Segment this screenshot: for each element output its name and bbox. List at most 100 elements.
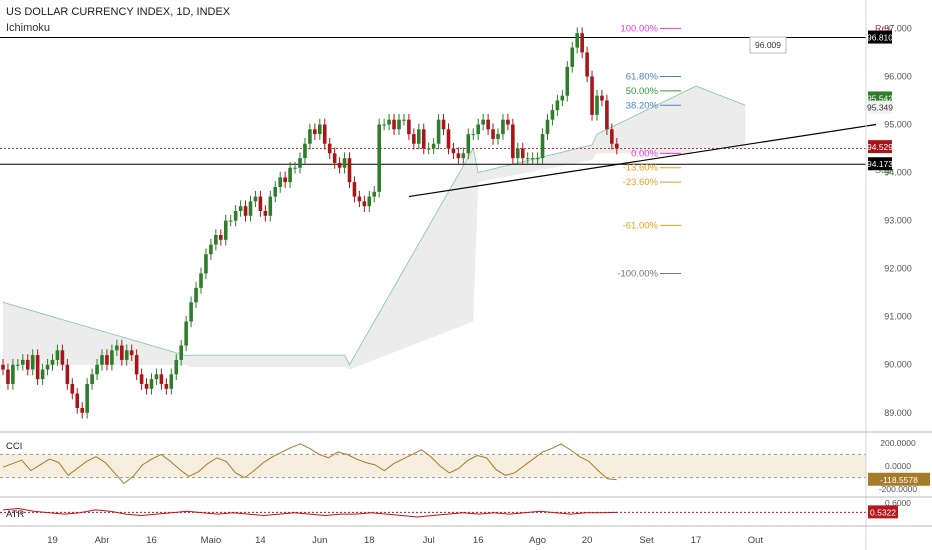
candle xyxy=(318,124,322,135)
cci-line xyxy=(2,443,617,485)
candle xyxy=(337,162,342,168)
candle xyxy=(243,206,248,216)
candle xyxy=(352,182,357,197)
price-tick-label: 89.000 xyxy=(884,408,912,418)
cci-panel: CCI 200.0000 0.0000 -200.0000-118.5578 xyxy=(0,438,930,494)
fib-level-label: -100.00% xyxy=(617,268,658,279)
fib-level-label: -23.60% xyxy=(623,177,659,188)
price-tick-label: 96.000 xyxy=(884,71,912,81)
fib-level-label: 0.00% xyxy=(631,148,658,159)
candle xyxy=(169,374,174,389)
candle xyxy=(134,355,139,375)
candle xyxy=(238,206,243,211)
price-tick-label: 94.000 xyxy=(884,168,912,178)
candle xyxy=(550,110,555,120)
price-tick-label: 91.000 xyxy=(884,312,912,322)
chart-title: US DOLLAR CURRENCY INDEX, 1D, INDEX xyxy=(6,6,231,18)
candle xyxy=(40,369,45,380)
candle xyxy=(204,254,208,274)
candle xyxy=(164,383,169,389)
candle xyxy=(144,383,149,389)
candle xyxy=(11,364,15,384)
fib-level-label: 50.00% xyxy=(626,86,659,97)
candle xyxy=(441,119,446,130)
candle xyxy=(506,119,510,125)
candle xyxy=(451,148,456,154)
candle xyxy=(16,364,20,366)
candle xyxy=(580,33,584,53)
candle xyxy=(50,359,55,365)
candle xyxy=(159,374,164,384)
trendline[interactable] xyxy=(408,123,877,198)
candle xyxy=(476,124,480,135)
candle xyxy=(139,374,144,384)
fib-level-label: 100.00% xyxy=(620,23,658,34)
fib-level-label: -13.60% xyxy=(623,163,659,174)
candle xyxy=(129,350,134,356)
candle xyxy=(600,95,604,101)
price-tag xyxy=(868,30,892,44)
candle xyxy=(21,359,25,365)
callout-box[interactable] xyxy=(749,36,787,54)
candle xyxy=(436,119,441,144)
candle xyxy=(446,129,451,149)
x-tick-label: 14 xyxy=(255,535,266,546)
price-tag xyxy=(868,100,892,114)
atr-tick-label: 0.6000 xyxy=(885,498,911,508)
candle xyxy=(491,129,495,139)
candle xyxy=(179,345,183,360)
cci-tick-label: 200.0000 xyxy=(880,438,916,448)
ichimoku-span-a xyxy=(2,85,746,366)
candle xyxy=(149,379,154,389)
x-tick-label: 19 xyxy=(47,535,58,546)
price-panel: 100.00% 61.80% 50.00% 38.20% 0.00% -13.60% -23… xyxy=(0,23,892,419)
candle xyxy=(585,52,589,77)
candle xyxy=(486,119,490,130)
candle xyxy=(382,124,386,126)
fib-level-label: 38.20% xyxy=(626,100,659,111)
candle xyxy=(372,191,377,197)
price-tick-label: 90.000 xyxy=(884,360,912,370)
candle xyxy=(511,124,515,159)
candle xyxy=(253,196,258,202)
candle xyxy=(421,129,426,149)
cci-value-tag xyxy=(868,472,930,486)
candle xyxy=(293,167,297,169)
candle xyxy=(555,100,560,111)
candle xyxy=(199,273,203,288)
res-annotation: Res xyxy=(875,24,892,34)
callout-label: 96.009 xyxy=(755,40,781,50)
candle xyxy=(615,143,619,149)
ichimoku-indicator-label[interactable]: Ichimoku xyxy=(6,22,51,34)
candle xyxy=(25,359,30,370)
fib-level-label: -61.00% xyxy=(623,220,659,231)
candle xyxy=(481,119,485,125)
x-tick-label: Abr xyxy=(95,535,110,546)
candle xyxy=(124,350,129,360)
candle xyxy=(342,158,347,168)
price-tag-label: 95.349 xyxy=(867,103,893,113)
candle xyxy=(565,66,570,96)
candle xyxy=(189,302,193,322)
candle xyxy=(283,177,287,183)
price-tick-label: 93.000 xyxy=(884,216,912,226)
price-tick-label: 92.000 xyxy=(884,264,912,274)
candle xyxy=(70,383,75,394)
candle xyxy=(65,364,70,384)
candle xyxy=(560,95,565,101)
candle xyxy=(209,244,213,255)
candle xyxy=(431,143,436,149)
candle xyxy=(407,119,411,135)
candle xyxy=(540,134,545,159)
x-tick-label: Out xyxy=(748,535,764,546)
candle xyxy=(303,143,307,159)
candle xyxy=(60,350,65,365)
candle xyxy=(100,355,104,365)
cci-value-label: -118.5578 xyxy=(880,475,918,485)
atr-label: ATR xyxy=(6,509,24,520)
candle xyxy=(610,129,614,144)
